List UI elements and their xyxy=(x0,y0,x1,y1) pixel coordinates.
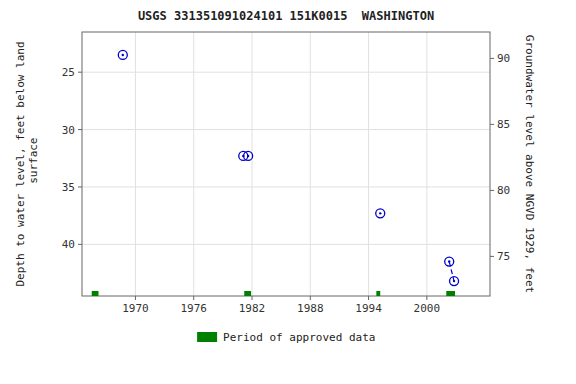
x-tick-label: 1982 xyxy=(239,302,266,315)
y2-axis-label: Groundwater level above NGVD 1929, feet xyxy=(523,35,536,293)
approved-period-bar xyxy=(376,291,380,296)
y-axis-label-line: surface xyxy=(27,138,40,191)
legend-swatch xyxy=(197,332,217,342)
y2-tick xyxy=(490,124,494,125)
y-tick xyxy=(78,129,82,130)
x-tick-label: 1994 xyxy=(355,302,382,315)
plot-frame xyxy=(82,32,490,296)
point-dot xyxy=(379,212,381,214)
grid-line xyxy=(252,32,253,296)
y2-tick-label: 80 xyxy=(497,184,510,197)
grid-line xyxy=(82,186,490,187)
connect-line xyxy=(449,262,454,282)
data-point xyxy=(244,151,253,160)
x-tick xyxy=(135,296,136,300)
chart: 1970 1976 1982 1988 1994 2000 25 30 35 40 75 80 85 90… xyxy=(0,0,576,384)
y2-tick-label: 85 xyxy=(497,118,510,131)
grid-line xyxy=(193,32,194,296)
grid-line xyxy=(82,72,490,73)
x-tick-label: 2000 xyxy=(414,302,441,315)
x-tick xyxy=(193,296,194,300)
y-tick xyxy=(78,244,82,245)
point-ring xyxy=(376,209,385,218)
approved-period-bar xyxy=(244,291,251,296)
marks xyxy=(92,50,459,296)
point-dot xyxy=(247,155,249,157)
y-tick-label: 40 xyxy=(62,238,75,251)
grid-line xyxy=(310,32,311,296)
y-tick xyxy=(78,72,82,73)
point-ring xyxy=(244,151,253,160)
background xyxy=(0,0,576,384)
y-axis-label: Depth to water level, feet below land su… xyxy=(14,41,40,286)
y2-tick xyxy=(490,190,494,191)
x-tick xyxy=(426,296,427,300)
point-ring xyxy=(118,50,127,59)
x-tick-label: 1976 xyxy=(180,302,207,315)
grid-line xyxy=(135,32,136,296)
data-point xyxy=(118,50,127,59)
legend-label: Period of approved data xyxy=(223,331,375,344)
x-tick xyxy=(310,296,311,300)
y-tick-label: 25 xyxy=(62,66,75,79)
y2-tick-label: 90 xyxy=(497,52,510,65)
y-tick-label: 35 xyxy=(62,181,75,194)
approved-period-bar xyxy=(446,291,455,296)
data-point xyxy=(376,209,385,218)
x-tick xyxy=(368,296,369,300)
y2-tick xyxy=(490,256,494,257)
grid-line xyxy=(368,32,369,296)
y-axis-label-line: Depth to water level, feet below land xyxy=(14,41,27,286)
grid-line xyxy=(82,129,490,130)
x-tick xyxy=(252,296,253,300)
x-tick-label: 1988 xyxy=(297,302,324,315)
y2-tick xyxy=(490,58,494,59)
approved-period-bar xyxy=(92,291,99,296)
y2-tick-label: 75 xyxy=(497,250,510,263)
y-tick-label: 30 xyxy=(62,124,75,137)
title: USGS 331351091024101 151K0015 WASHINGTON xyxy=(138,9,434,23)
legend: Period of approved data xyxy=(197,331,375,344)
y-tick xyxy=(78,186,82,187)
point-dot xyxy=(122,54,124,56)
grid-line xyxy=(82,244,490,245)
grid xyxy=(82,32,490,296)
grid-line xyxy=(426,32,427,296)
x-tick-label: 1970 xyxy=(122,302,149,315)
axes: 1970 1976 1982 1988 1994 2000 25 30 35 40 75 80 85 90 xyxy=(62,52,511,315)
